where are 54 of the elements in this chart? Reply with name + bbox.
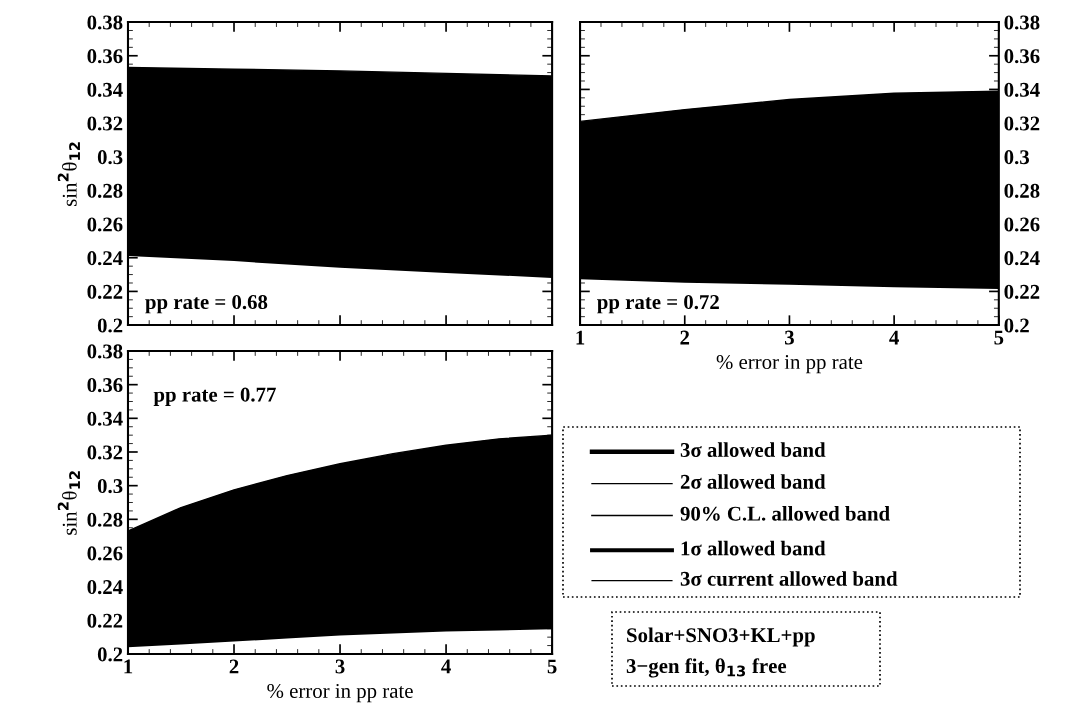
x-tick-label: 1	[124, 659, 133, 674]
text: 90% C.L. allowed band	[680, 506, 890, 521]
y-tick-label: 0.32	[87, 445, 123, 460]
y-tick-label: 0.26	[87, 546, 123, 561]
x-axis-title: % error in pp rate	[267, 683, 413, 703]
y-tick-label: 0.34	[87, 411, 123, 426]
y2-tick-label: 0.28	[1004, 183, 1040, 198]
y-tick-label: 0.38	[87, 15, 123, 30]
y-tick-label: 0.28	[87, 512, 123, 527]
y-tick-label: 0.24	[87, 580, 123, 595]
y-tick-label: 0.22	[87, 284, 123, 299]
x-tick-label: 5	[547, 659, 557, 674]
y2-tick-label: 0.24	[1004, 251, 1040, 266]
text: 3σ allowed band	[680, 442, 826, 457]
x-tick-label: 1	[576, 330, 585, 345]
x-tick-label: 3	[785, 330, 794, 345]
text: 3σ current allowed band	[680, 571, 898, 586]
y2-tick-label: 0.22	[1004, 284, 1040, 299]
y-tick-label: 0.2	[97, 318, 123, 333]
annotation: pp rate = 0.72	[597, 295, 719, 314]
text: 2σ allowed band	[680, 474, 826, 489]
y-tick-label: 0.36	[87, 49, 123, 64]
text: Solar+SNO3+KL+pp	[627, 627, 815, 647]
y-tick-label: 0.3	[97, 150, 123, 165]
y-axis-title: sin$^{2}$θ$_{12}$	[57, 471, 80, 535]
y-tick-label: 0.22	[87, 613, 123, 628]
y2-tick-label: 0.34	[1004, 82, 1040, 97]
y2-tick-label: 0.32	[1004, 116, 1040, 131]
y2-tick-label: 0.2	[1004, 318, 1029, 333]
y-tick-label: 0.28	[87, 183, 123, 198]
y2-tick-label: 0.36	[1004, 49, 1040, 64]
y-tick-label: 0.3	[97, 479, 123, 494]
x-axis-title: % error in pp rate	[716, 354, 863, 374]
x-tick-label: 4	[441, 659, 451, 674]
annotation: pp rate = 0.68	[145, 295, 268, 314]
y2-tick-label: 0.3	[1004, 150, 1029, 165]
y-tick-label: 0.36	[87, 378, 123, 393]
x-tick-label: 2	[680, 330, 690, 345]
y-axis-title: sin$^{2}$θ$_{12}$	[57, 142, 80, 206]
text: 3−gen fit, θ$_{13}$ free	[626, 658, 787, 678]
annotation: pp rate = 0.77	[153, 387, 276, 406]
y2-tick-label: 0.38	[1004, 15, 1040, 30]
y-tick-label: 0.38	[87, 344, 123, 359]
x-tick-label: 2	[229, 659, 239, 674]
y-tick-label: 0.32	[87, 116, 123, 131]
x-tick-label: 3	[335, 659, 345, 674]
y-tick-label: 0.24	[87, 251, 123, 266]
y-tick-label: 0.26	[87, 217, 123, 232]
y2-tick-label: 0.26	[1004, 217, 1040, 232]
x-tick-label: 5	[994, 330, 1004, 345]
y-tick-label: 0.2	[97, 647, 123, 662]
text: 1σ allowed band	[681, 540, 826, 556]
x-tick-label: 4	[889, 330, 899, 345]
y-tick-label: 0.34	[87, 82, 123, 97]
